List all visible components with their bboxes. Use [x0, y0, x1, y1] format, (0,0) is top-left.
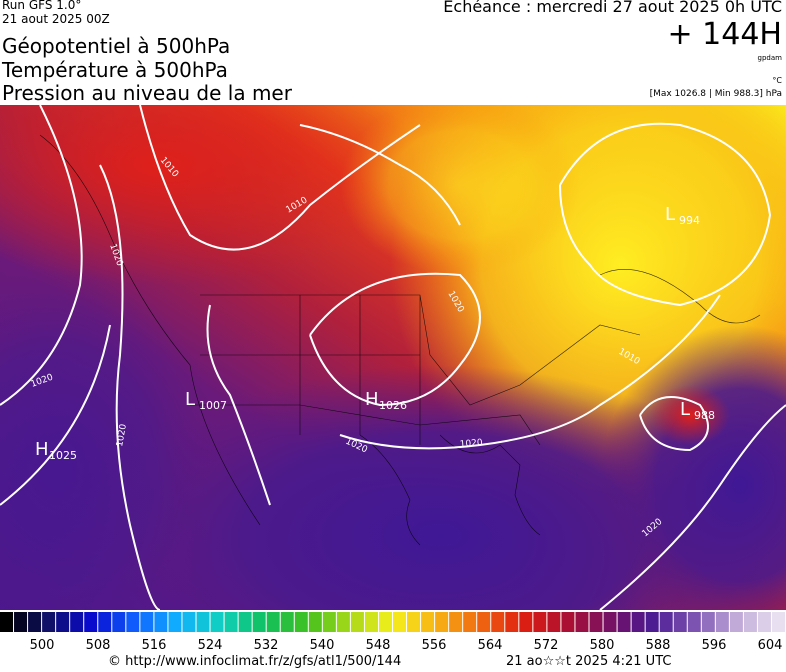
isobar-label: 1020	[115, 423, 129, 448]
generated-time: 21 ao☆☆t 2025 4:21 UTC	[506, 654, 672, 669]
colorbar-swatch	[140, 612, 154, 632]
colorbar-swatch	[266, 612, 280, 632]
colorbar-swatch	[14, 612, 28, 632]
pressure-center-value: 1025	[49, 449, 77, 462]
colorbar-swatch	[547, 612, 561, 632]
pressure-center-value: 994	[679, 214, 700, 227]
colorbar-swatch	[757, 612, 771, 632]
colorbar-tick-label: 572	[534, 638, 559, 653]
run-label: Run GFS 1.0°	[2, 0, 82, 12]
colorbar-swatch	[308, 612, 322, 632]
colorbar-swatch	[364, 612, 378, 632]
colorbar-swatch	[519, 612, 533, 632]
colorbar-swatch	[210, 612, 224, 632]
pressure-center-letter: H	[35, 439, 49, 460]
colorbar-swatch	[435, 612, 449, 632]
title: Pression au niveau de la mer	[2, 81, 292, 105]
colorbar-swatch	[224, 612, 238, 632]
title: Température à 500hPa	[2, 58, 228, 82]
colorbar-swatch	[589, 612, 603, 632]
colorbar-tick-label: 564	[478, 638, 503, 653]
lead-time: + 144H	[667, 17, 783, 52]
colorbar-tick-label: 500	[30, 638, 55, 653]
colorbar-swatch	[84, 612, 98, 632]
colorbar-swatch	[505, 612, 519, 632]
source: © http://www.infoclimat.fr/z/gfs/atl1/50…	[108, 654, 402, 669]
colorbar: 500 508 516 524 532 540 548 556 564 572 580 588 596 6…	[0, 612, 785, 653]
title: Géopotentiel à 500hPa	[2, 34, 231, 58]
pressure-center-value: 1026	[379, 399, 407, 412]
colorbar-swatch	[603, 612, 617, 632]
colorbar-swatch	[743, 612, 757, 632]
colorbar-swatch	[98, 612, 112, 632]
colorbar-tick-label: 516	[142, 638, 167, 653]
colorbar-swatch	[421, 612, 435, 632]
colorbar-tick-label: 548	[366, 638, 391, 653]
colorbar-swatch	[168, 612, 182, 632]
colorbar-swatch	[659, 612, 673, 632]
colorbar-tick-label: 604	[758, 638, 783, 653]
colorbar-tick-label: 556	[422, 638, 447, 653]
colorbar-swatch	[673, 612, 687, 632]
echeance: Echéance : mercredi 27 aout 2025 0h UTC	[443, 0, 782, 16]
colorbar-swatch	[771, 612, 785, 632]
pressure-center-value: 988	[694, 409, 715, 422]
colorbar-swatch	[238, 612, 252, 632]
pressure-center-letter: H	[365, 389, 379, 410]
colorbar-swatch	[715, 612, 729, 632]
colorbar-swatch	[729, 612, 743, 632]
colorbar-swatch	[631, 612, 645, 632]
pressure-center-letter: L	[665, 204, 675, 225]
colorbar-swatch	[477, 612, 491, 632]
colorbar-swatch	[687, 612, 701, 632]
colorbar-tick-label: 524	[198, 638, 223, 653]
colorbar-swatch	[491, 612, 505, 632]
colorbar-swatch	[112, 612, 126, 632]
colorbar-swatch	[350, 612, 364, 632]
colorbar-swatch	[407, 612, 421, 632]
colorbar-swatch	[463, 612, 477, 632]
colorbar-swatch	[561, 612, 575, 632]
colorbar-swatch	[56, 612, 70, 632]
colorbar-swatch	[617, 612, 631, 632]
colorbar-swatch	[196, 612, 210, 632]
colorbar-tick-label: 508	[86, 638, 111, 653]
colorbar-tick-label: 596	[702, 638, 727, 653]
colorbar-swatch	[294, 612, 308, 632]
pressure-range: [Max 1026.8 | Min 988.3] hPa	[649, 89, 782, 99]
colorbar-swatch	[154, 612, 168, 632]
colorbar-swatch	[0, 612, 14, 632]
colorbar-swatch	[533, 612, 547, 632]
colorbar-tick-label: 588	[646, 638, 671, 653]
isobar-label: 1020	[459, 438, 483, 450]
colorbar-swatch	[575, 612, 589, 632]
unit-temp: °C	[772, 76, 782, 85]
colorbar-swatch	[280, 612, 294, 632]
pressure-center-value: 1007	[199, 399, 227, 412]
colorbar-tick-label: 580	[590, 638, 615, 653]
run-date: 21 aout 2025 00Z	[2, 12, 110, 26]
colorbar-swatch	[42, 612, 56, 632]
colorbar-swatch	[182, 612, 196, 632]
colorbar-swatch	[70, 612, 84, 632]
colorbar-swatch	[322, 612, 336, 632]
colorbar-swatch	[449, 612, 463, 632]
colorbar-swatch	[645, 612, 659, 632]
colorbar-swatch	[701, 612, 715, 632]
colorbar-swatch	[28, 612, 42, 632]
colorbar-swatch	[126, 612, 140, 632]
pressure-center-letter: L	[185, 389, 195, 410]
colorbar-swatch	[378, 612, 392, 632]
pressure-center-letter: L	[680, 399, 690, 420]
unit-geo: gpdam	[757, 54, 782, 62]
colorbar-swatch	[252, 612, 266, 632]
colorbar-tick-label: 540	[310, 638, 335, 653]
colorbar-tick-label: 532	[254, 638, 279, 653]
colorbar-swatch	[336, 612, 350, 632]
colorbar-swatch	[393, 612, 407, 632]
